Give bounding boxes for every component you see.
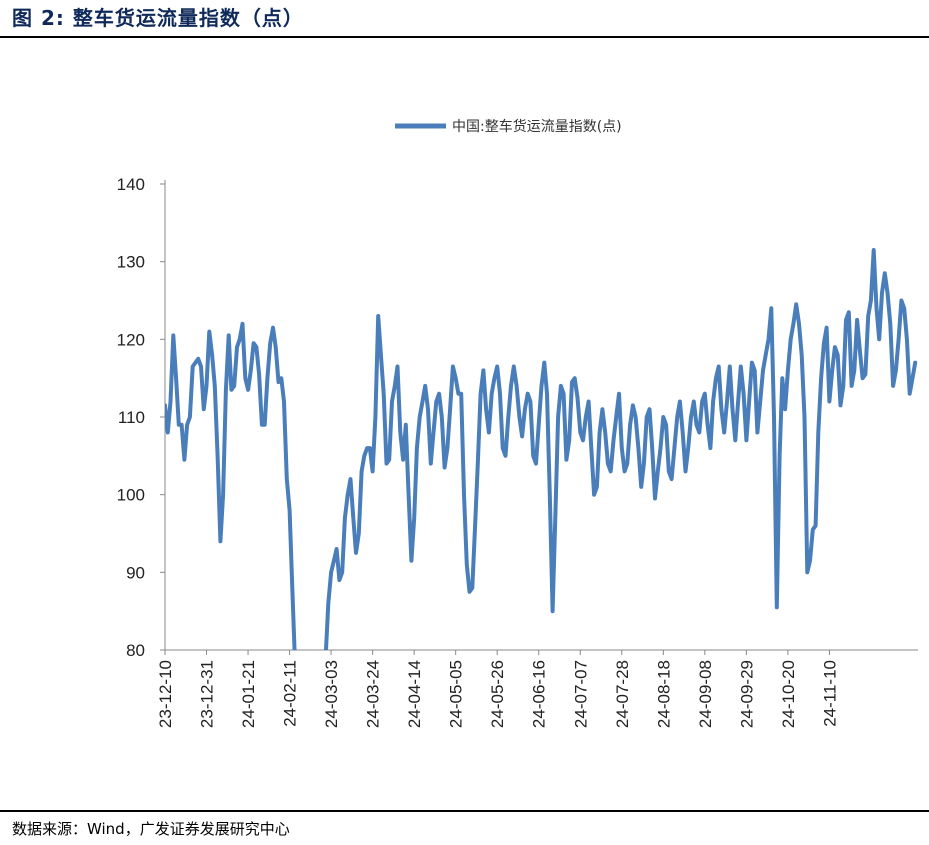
y-tick-label: 110 — [118, 408, 145, 427]
source-note: 数据来源：Wind，广发证券发展研究中心 — [12, 820, 290, 838]
x-tick-label: 24-10-20 — [779, 660, 798, 728]
x-tick-label: 24-05-05 — [447, 660, 466, 728]
x-tick-label: 24-07-07 — [571, 660, 590, 728]
figure-title: 图 2: 整车货运流量指数（点） — [12, 6, 304, 30]
y-tick-label: 90 — [126, 563, 145, 582]
x-tick-label: 24-02-11 — [281, 660, 300, 727]
x-axis: 23-12-10 23-12-31 24-01-21 24-02-11 24-03-03… — [156, 649, 918, 728]
line-chart: 中国:整车货运流量指数(点) 80 90 100 110 120 130 140 23-12… — [117, 118, 918, 728]
y-tick-label: 120 — [117, 330, 145, 349]
y-tick-label: 80 — [126, 641, 145, 660]
x-tick-label: 23-12-31 — [198, 660, 217, 728]
series-line — [165, 248, 918, 650]
bottom-rule — [0, 810, 929, 812]
y-tick-label: 140 — [117, 175, 145, 194]
x-tick-label: 24-03-24 — [364, 660, 383, 728]
x-tick-label: 24-05-26 — [488, 660, 507, 728]
x-tick-label: 24-04-14 — [405, 660, 424, 728]
x-tick-label: 24-07-28 — [613, 660, 632, 728]
x-tick-label: 24-09-08 — [696, 660, 715, 728]
y-tick-label: 130 — [117, 253, 145, 272]
x-tick-label: 24-08-18 — [654, 660, 673, 728]
x-tick-label: 23-12-10 — [156, 660, 175, 728]
y-tick-label: 100 — [117, 486, 145, 505]
x-tick-label: 24-11-10 — [820, 660, 839, 727]
x-tick-label: 24-09-29 — [737, 660, 756, 728]
plot-area — [165, 248, 918, 650]
legend: 中国:整车货运流量指数(点) — [395, 118, 622, 135]
x-tick-label: 24-03-03 — [322, 660, 341, 728]
y-axis: 80 90 100 110 120 130 140 — [117, 175, 166, 660]
top-rule — [0, 36, 929, 38]
legend-label: 中国:整车货运流量指数(点) — [452, 118, 622, 135]
x-tick-label: 24-06-16 — [530, 660, 549, 728]
x-tick-label: 24-01-21 — [239, 660, 258, 728]
